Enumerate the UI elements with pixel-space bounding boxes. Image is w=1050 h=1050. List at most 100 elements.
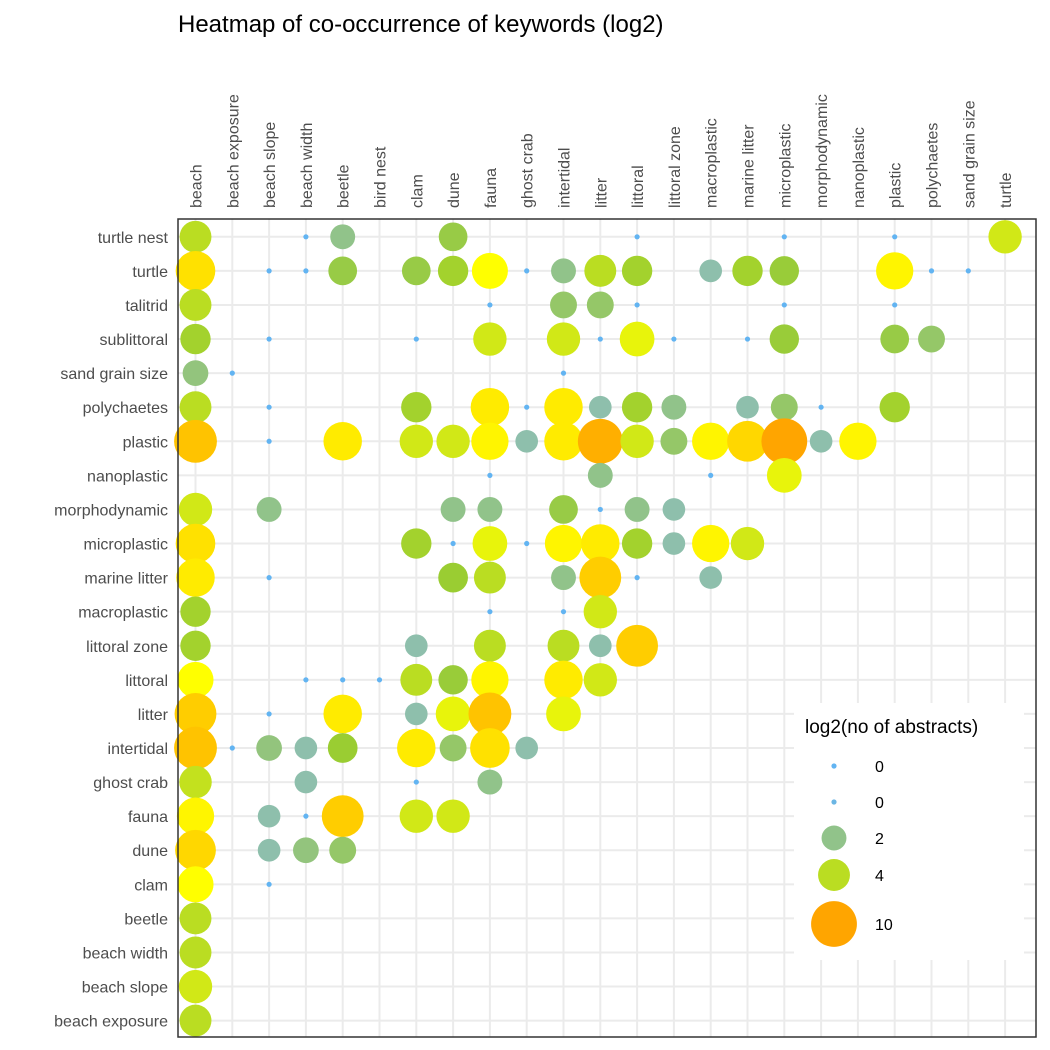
y-tick-label-beach-slope: beach slope xyxy=(82,980,168,997)
point-plastic-macroplastic xyxy=(692,422,730,460)
point-turtle-beach xyxy=(175,251,216,291)
x-tick-label-intertidal: intertidal xyxy=(557,148,574,208)
x-tick-label-littoral: littoral xyxy=(630,165,647,208)
x-tick-label-marine-litter: marine litter xyxy=(741,124,758,208)
x-tick-label-bird-nest: bird nest xyxy=(373,146,390,208)
point-talitrid-litter xyxy=(586,291,614,319)
point-littoral-beach xyxy=(177,661,214,698)
x-tick-label-litter: litter xyxy=(593,177,610,208)
x-tick-label-morphodynamic: morphodynamic xyxy=(814,94,831,208)
point-sublittoral-beach-slope xyxy=(266,336,272,342)
point-turtle-ghost-crab xyxy=(524,268,530,274)
point-plastic-beach-slope xyxy=(266,438,272,444)
point-clam-beach-slope xyxy=(266,881,272,887)
point-littoral-zone-litter xyxy=(588,634,612,658)
y-tick-label-plastic: plastic xyxy=(123,434,168,451)
point-plastic-ghost-crab xyxy=(515,429,539,453)
legend-label-3: 4 xyxy=(875,868,884,885)
point-microplastic-intertidal xyxy=(544,524,583,563)
point-turtle-sand-grain-size xyxy=(965,268,971,274)
x-tick-label-littoral-zone: littoral zone xyxy=(667,126,684,208)
point-turtle-macroplastic xyxy=(699,259,723,283)
point-turtle-litter xyxy=(584,254,617,287)
point-sublittoral-polychaetes xyxy=(918,325,945,353)
point-litter-beach xyxy=(174,693,217,735)
point-marine-litter-beach-slope xyxy=(266,575,272,581)
point-intertidal-dune xyxy=(439,734,467,762)
point-intertidal-beetle xyxy=(327,733,358,763)
point-beetle-beach xyxy=(179,902,212,935)
point-sublittoral-microplastic xyxy=(769,324,799,354)
x-tick-label-sand-grain-size: sand grain size xyxy=(961,100,978,208)
point-morphodynamic-beach-slope xyxy=(256,496,282,522)
point-microplastic-ghost-crab xyxy=(524,540,530,547)
point-marine-litter-litter xyxy=(579,556,622,599)
point-littoral-zone-fauna xyxy=(473,629,506,662)
point-turtle-nest-beetle xyxy=(330,224,356,250)
x-tick-label-beach-exposure: beach exposure xyxy=(225,94,242,208)
point-sublittoral-beach xyxy=(180,323,211,355)
y-tick-label-sublittoral: sublittoral xyxy=(100,332,168,349)
point-microplastic-fauna xyxy=(472,526,508,561)
point-polychaetes-intertidal xyxy=(544,387,583,427)
x-tick-label-turtle: turtle xyxy=(998,172,1015,208)
legend: log2(no of abstracts) 0 0 2 4 10 xyxy=(794,703,1024,960)
point-sand-grain-size-beach xyxy=(182,360,209,386)
y-tick-label-marine-litter: marine litter xyxy=(84,571,168,588)
y-tick-label-beach-exposure: beach exposure xyxy=(54,1014,168,1031)
point-plastic-marine-litter xyxy=(727,420,768,462)
point-polychaetes-litter xyxy=(588,395,612,419)
point-intertidal-beach-slope xyxy=(256,735,282,761)
y-tick-label-morphodynamic: morphodynamic xyxy=(54,502,168,519)
y-tick-label-sand-grain-size: sand grain size xyxy=(60,366,168,383)
point-litter-dune xyxy=(435,696,471,732)
point-polychaetes-marine-litter xyxy=(736,395,759,419)
point-nanoplastic-fauna xyxy=(487,472,493,478)
point-turtle-beach-width xyxy=(303,268,309,274)
point-polychaetes-beach xyxy=(179,391,212,424)
point-turtle-beetle xyxy=(328,256,358,286)
point-marine-litter-beach xyxy=(176,558,215,597)
point-microplastic-littoral xyxy=(621,528,653,559)
plot-panel-border xyxy=(177,218,1037,1038)
x-tick-label-beach-width: beach width xyxy=(299,123,316,208)
point-microplastic-clam xyxy=(401,528,432,559)
legend-key-3 xyxy=(818,859,850,891)
x-tick-label-beach-slope: beach slope xyxy=(262,122,279,208)
point-dune-beach-slope xyxy=(257,838,281,862)
point-sublittoral-plastic xyxy=(880,324,910,354)
point-fauna-dune xyxy=(436,799,470,833)
point-sand-grain-size-beach-exposure xyxy=(229,370,235,376)
point-morphodynamic-littoral-zone xyxy=(662,498,686,521)
y-tick-label-polychaetes: polychaetes xyxy=(83,400,168,417)
x-tick-label-plastic: plastic xyxy=(888,163,905,208)
x-tick-label-microplastic: microplastic xyxy=(777,124,794,208)
point-polychaetes-ghost-crab xyxy=(524,404,530,410)
y-tick-label-intertidal: intertidal xyxy=(108,741,168,758)
y-tick-label-fauna: fauna xyxy=(128,809,168,826)
point-turtle-microplastic xyxy=(769,256,799,286)
legend-title: log2(no of abstracts) xyxy=(805,717,978,738)
chart-title: Heatmap of co-occurrence of keywords (lo… xyxy=(178,11,664,38)
y-tick-label-ghost-crab: ghost crab xyxy=(93,775,168,792)
point-turtle-marine-litter xyxy=(732,255,763,287)
legend-label-2: 2 xyxy=(875,831,884,848)
point-turtle-nest-beach xyxy=(179,220,212,253)
point-talitrid-intertidal xyxy=(550,291,577,319)
point-intertidal-clam xyxy=(397,728,436,768)
legend-key-2 xyxy=(821,825,847,851)
point-littoral-litter xyxy=(583,663,617,697)
point-sand-grain-size-intertidal xyxy=(560,370,567,376)
point-turtle-fauna xyxy=(471,252,508,289)
point-littoral-zone-intertidal xyxy=(547,629,580,662)
point-microplastic-littoral-zone xyxy=(662,532,686,555)
point-polychaetes-plastic xyxy=(879,392,910,423)
point-dune-beach xyxy=(175,829,216,871)
point-turtle-nest-dune xyxy=(438,222,468,252)
x-tick-label-dune: dune xyxy=(446,172,463,208)
legend-label-1: 0 xyxy=(875,795,884,812)
x-tick-label-polychaetes: polychaetes xyxy=(925,123,942,208)
point-littoral-zone-clam xyxy=(404,634,428,658)
x-tick-label-ghost-crab: ghost crab xyxy=(520,133,537,208)
point-plastic-littoral xyxy=(620,424,654,458)
